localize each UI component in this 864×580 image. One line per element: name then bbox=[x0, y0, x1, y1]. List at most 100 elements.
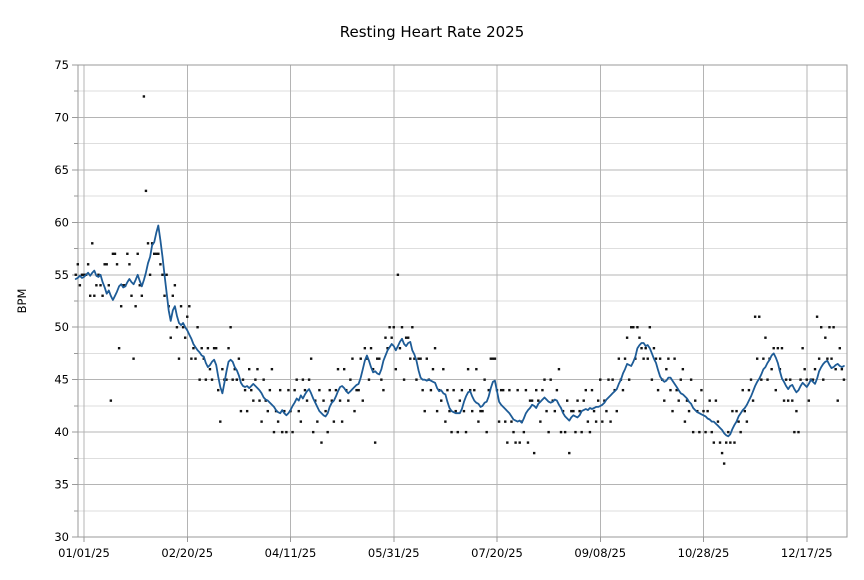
scatter-point bbox=[305, 399, 309, 402]
scatter-point bbox=[815, 315, 819, 318]
scatter-point bbox=[689, 378, 693, 381]
scatter-point bbox=[541, 388, 544, 392]
scatter-point bbox=[363, 347, 367, 350]
scatter-point bbox=[722, 462, 726, 465]
scatter-point bbox=[113, 252, 117, 255]
scatter-point bbox=[357, 388, 360, 392]
scatter-point bbox=[640, 347, 643, 350]
scatter-point bbox=[369, 347, 373, 350]
scatter-point bbox=[130, 294, 133, 297]
scatter-point bbox=[144, 189, 148, 193]
scatter-point bbox=[642, 357, 645, 360]
scatter-point bbox=[621, 388, 625, 392]
scatter-point bbox=[481, 409, 484, 413]
scatter-point bbox=[776, 347, 780, 350]
scatter-point bbox=[584, 388, 587, 392]
scatter-point bbox=[737, 420, 740, 423]
scatter-point bbox=[811, 378, 815, 381]
scatter-point bbox=[454, 409, 457, 413]
scatter-point bbox=[741, 388, 744, 392]
scatter-point bbox=[219, 420, 222, 423]
scatter-point bbox=[675, 388, 678, 392]
scatter-point bbox=[237, 357, 241, 360]
scatter-point bbox=[731, 409, 734, 413]
scatter-point bbox=[506, 441, 509, 444]
scatter-point bbox=[458, 399, 462, 402]
y-tick-label: 45 bbox=[54, 373, 69, 387]
scatter-point bbox=[611, 378, 614, 381]
scatter-point bbox=[146, 242, 150, 245]
scatter-point bbox=[576, 399, 579, 402]
scatter-point bbox=[111, 252, 115, 255]
scatter-point bbox=[446, 388, 449, 392]
scatter-point bbox=[468, 388, 472, 392]
scatter-point bbox=[702, 409, 705, 413]
scatter-point bbox=[510, 420, 513, 423]
scatter-point bbox=[336, 367, 340, 371]
scatter-point bbox=[109, 399, 113, 402]
scatter-point bbox=[543, 378, 546, 381]
scatter-point bbox=[735, 409, 738, 413]
scatter-point bbox=[272, 430, 276, 434]
scatter-point bbox=[539, 420, 542, 423]
scatter-point bbox=[617, 357, 621, 360]
scatter-point bbox=[161, 273, 164, 276]
scatter-point bbox=[140, 294, 144, 297]
scatter-point bbox=[330, 399, 333, 402]
x-tick-label: 07/20/25 bbox=[471, 546, 523, 560]
scatter-point bbox=[126, 252, 129, 255]
scatter-point bbox=[396, 273, 400, 276]
scatter-point bbox=[183, 336, 187, 339]
scatter-point bbox=[260, 420, 263, 423]
scatter-point bbox=[586, 420, 590, 423]
scatter-point bbox=[107, 284, 110, 287]
scatter-point bbox=[530, 399, 534, 402]
scatter-point bbox=[501, 388, 505, 392]
scatter-point bbox=[774, 388, 777, 392]
scatter-point bbox=[217, 388, 220, 392]
scatter-point bbox=[415, 378, 418, 381]
scatter-point bbox=[153, 252, 156, 255]
scatter-point bbox=[390, 336, 393, 339]
scatter-point bbox=[743, 409, 746, 413]
axis-tick-marks bbox=[72, 64, 808, 542]
scatter-point bbox=[103, 263, 106, 266]
scatter-point bbox=[625, 336, 629, 339]
scatter-point bbox=[291, 430, 294, 434]
scatter-point bbox=[836, 399, 839, 402]
scatter-point bbox=[136, 252, 139, 255]
scatter-point bbox=[119, 305, 123, 308]
scatter-point bbox=[828, 326, 831, 329]
scatter-point bbox=[557, 367, 561, 371]
scatter-point bbox=[650, 378, 654, 381]
scatter-point bbox=[681, 367, 685, 371]
scatter-point bbox=[86, 263, 90, 266]
scatter-point bbox=[791, 399, 794, 402]
scatter-point bbox=[206, 347, 210, 350]
scatter-point bbox=[574, 430, 577, 434]
scatter-point bbox=[563, 430, 567, 434]
scatter-point bbox=[654, 357, 658, 360]
scatter-point bbox=[214, 347, 218, 350]
scatter-point bbox=[826, 357, 829, 360]
scatter-point bbox=[528, 399, 532, 402]
scatter-point bbox=[225, 378, 228, 381]
scatter-point bbox=[148, 273, 152, 276]
scatter-point bbox=[204, 378, 208, 381]
scatter-point bbox=[694, 399, 697, 402]
scatter-point bbox=[270, 367, 274, 371]
scatter-point bbox=[268, 388, 272, 392]
scatter-point bbox=[522, 430, 526, 434]
scatter-point bbox=[596, 399, 600, 402]
scatter-point bbox=[475, 367, 478, 371]
scatter-point bbox=[799, 378, 802, 381]
scatter-point bbox=[609, 420, 612, 423]
scatter-point bbox=[762, 357, 765, 360]
scatter-point bbox=[132, 357, 135, 360]
scatter-point bbox=[433, 347, 437, 350]
scatter-point bbox=[599, 378, 602, 381]
scatter-point bbox=[192, 347, 195, 350]
scatter-point bbox=[615, 409, 618, 413]
scatter-point bbox=[745, 420, 749, 423]
